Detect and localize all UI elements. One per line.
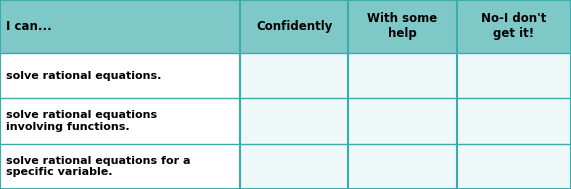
Text: solve rational equations.: solve rational equations. <box>6 71 161 81</box>
FancyBboxPatch shape <box>0 98 240 144</box>
FancyBboxPatch shape <box>240 53 348 98</box>
FancyBboxPatch shape <box>240 144 348 189</box>
FancyBboxPatch shape <box>240 0 348 53</box>
FancyBboxPatch shape <box>457 98 571 144</box>
FancyBboxPatch shape <box>0 144 240 189</box>
FancyBboxPatch shape <box>240 98 348 144</box>
FancyBboxPatch shape <box>457 0 571 53</box>
FancyBboxPatch shape <box>348 98 457 144</box>
FancyBboxPatch shape <box>457 53 571 98</box>
Text: I can...: I can... <box>6 20 51 33</box>
FancyBboxPatch shape <box>457 144 571 189</box>
Text: solve rational equations for a
specific variable.: solve rational equations for a specific … <box>6 156 190 177</box>
Text: Confidently: Confidently <box>256 20 332 33</box>
Text: solve rational equations
involving functions.: solve rational equations involving funct… <box>6 110 157 132</box>
FancyBboxPatch shape <box>348 0 457 53</box>
FancyBboxPatch shape <box>348 53 457 98</box>
Text: With some
help: With some help <box>367 12 438 40</box>
FancyBboxPatch shape <box>0 0 240 53</box>
FancyBboxPatch shape <box>0 53 240 98</box>
Text: No-I don't
get it!: No-I don't get it! <box>481 12 546 40</box>
FancyBboxPatch shape <box>348 144 457 189</box>
